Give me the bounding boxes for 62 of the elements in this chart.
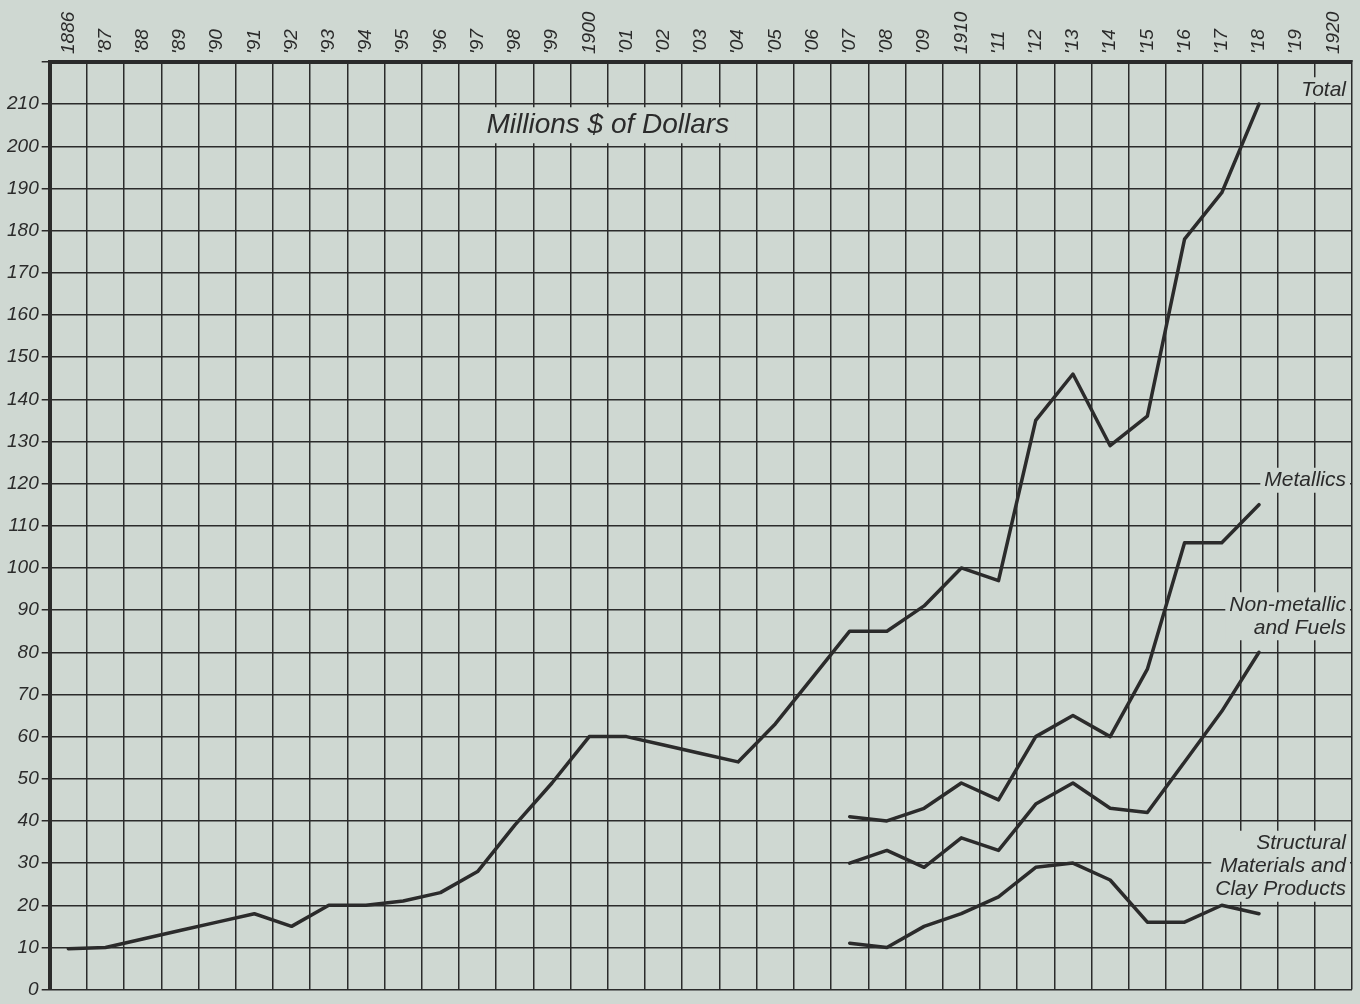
y-tick-label: 70	[17, 682, 40, 704]
x-tick-label: '08	[875, 28, 897, 54]
x-tick-label: 1920	[1321, 11, 1343, 54]
x-tick-label: '95	[391, 28, 413, 54]
x-tick-label: '14	[1098, 29, 1120, 54]
x-tick-label: '96	[428, 28, 450, 54]
x-tick-label: '06	[800, 28, 822, 54]
y-tick-label: 210	[6, 92, 40, 114]
y-tick-label: 150	[7, 345, 40, 367]
y-tick-label: 50	[17, 767, 40, 789]
x-tick-label: '92	[279, 28, 301, 54]
x-tick-label: '15	[1135, 28, 1157, 54]
series-label: Structural Materials and Clay Products	[1215, 830, 1348, 900]
y-tick-label: 110	[8, 514, 40, 536]
x-tick-label: '09	[912, 28, 934, 54]
y-tick-label: 80	[17, 640, 40, 662]
x-tick-label: 1886	[56, 11, 78, 54]
x-tick-label: '97	[465, 27, 487, 54]
y-tick-label: 180	[7, 218, 40, 240]
x-tick-label: '88	[131, 28, 152, 54]
x-tick-label: '91	[242, 29, 264, 54]
x-tick-label: '16	[1172, 28, 1194, 54]
y-tick-label: 60	[17, 724, 40, 746]
x-tick-label: '12	[1024, 28, 1046, 54]
y-tick-label: 20	[16, 893, 40, 915]
text: Total	[1301, 76, 1348, 100]
x-tick-label: '17	[1210, 27, 1232, 54]
series-label: Non-metallic and Fuels	[1229, 591, 1347, 638]
y-tick-label: 140	[7, 387, 40, 409]
x-tick-label: '07	[837, 27, 859, 54]
x-tick-label: '94	[354, 29, 376, 54]
x-tick-label: '18	[1247, 28, 1269, 54]
y-tick-label: 10	[17, 935, 40, 957]
series-label: Metallics	[1264, 467, 1347, 491]
y-tick-label: 170	[7, 261, 40, 283]
x-tick-label: '19	[1284, 28, 1306, 54]
x-tick-label: '93	[317, 28, 339, 54]
y-tick-label: 130	[7, 429, 40, 451]
x-tick-label: '05	[763, 28, 785, 54]
x-tick-label: '01	[614, 29, 636, 54]
x-tick-label: '04	[726, 29, 748, 54]
x-tick-label: 1910	[949, 11, 971, 54]
x-tick-label: '13	[1061, 28, 1083, 54]
y-tick-label: 120	[7, 471, 40, 493]
y-tick-label: 40	[17, 809, 40, 831]
y-tick-label: 200	[6, 134, 40, 156]
y-axis-title: Millions $ of Dollars	[486, 108, 730, 140]
y-tick-label: 160	[7, 303, 40, 325]
x-tick-label: '03	[689, 28, 711, 54]
x-tick-label: '02	[651, 28, 673, 54]
y-tick-label: 190	[7, 176, 40, 198]
x-tick-label: 1900	[577, 11, 599, 54]
x-tick-label: '11	[986, 30, 1008, 54]
y-tick-label: 90	[17, 598, 40, 620]
x-tick-label: '98	[503, 28, 525, 54]
x-tick-label: '89	[168, 28, 190, 54]
y-tick-label: 0	[28, 977, 40, 999]
x-tick-label: '87	[93, 27, 115, 54]
x-tick-label: '90	[205, 28, 227, 54]
x-tick-label: '99	[540, 28, 562, 54]
y-tick-label: 100	[7, 556, 40, 578]
y-tick-label: 30	[17, 851, 40, 873]
